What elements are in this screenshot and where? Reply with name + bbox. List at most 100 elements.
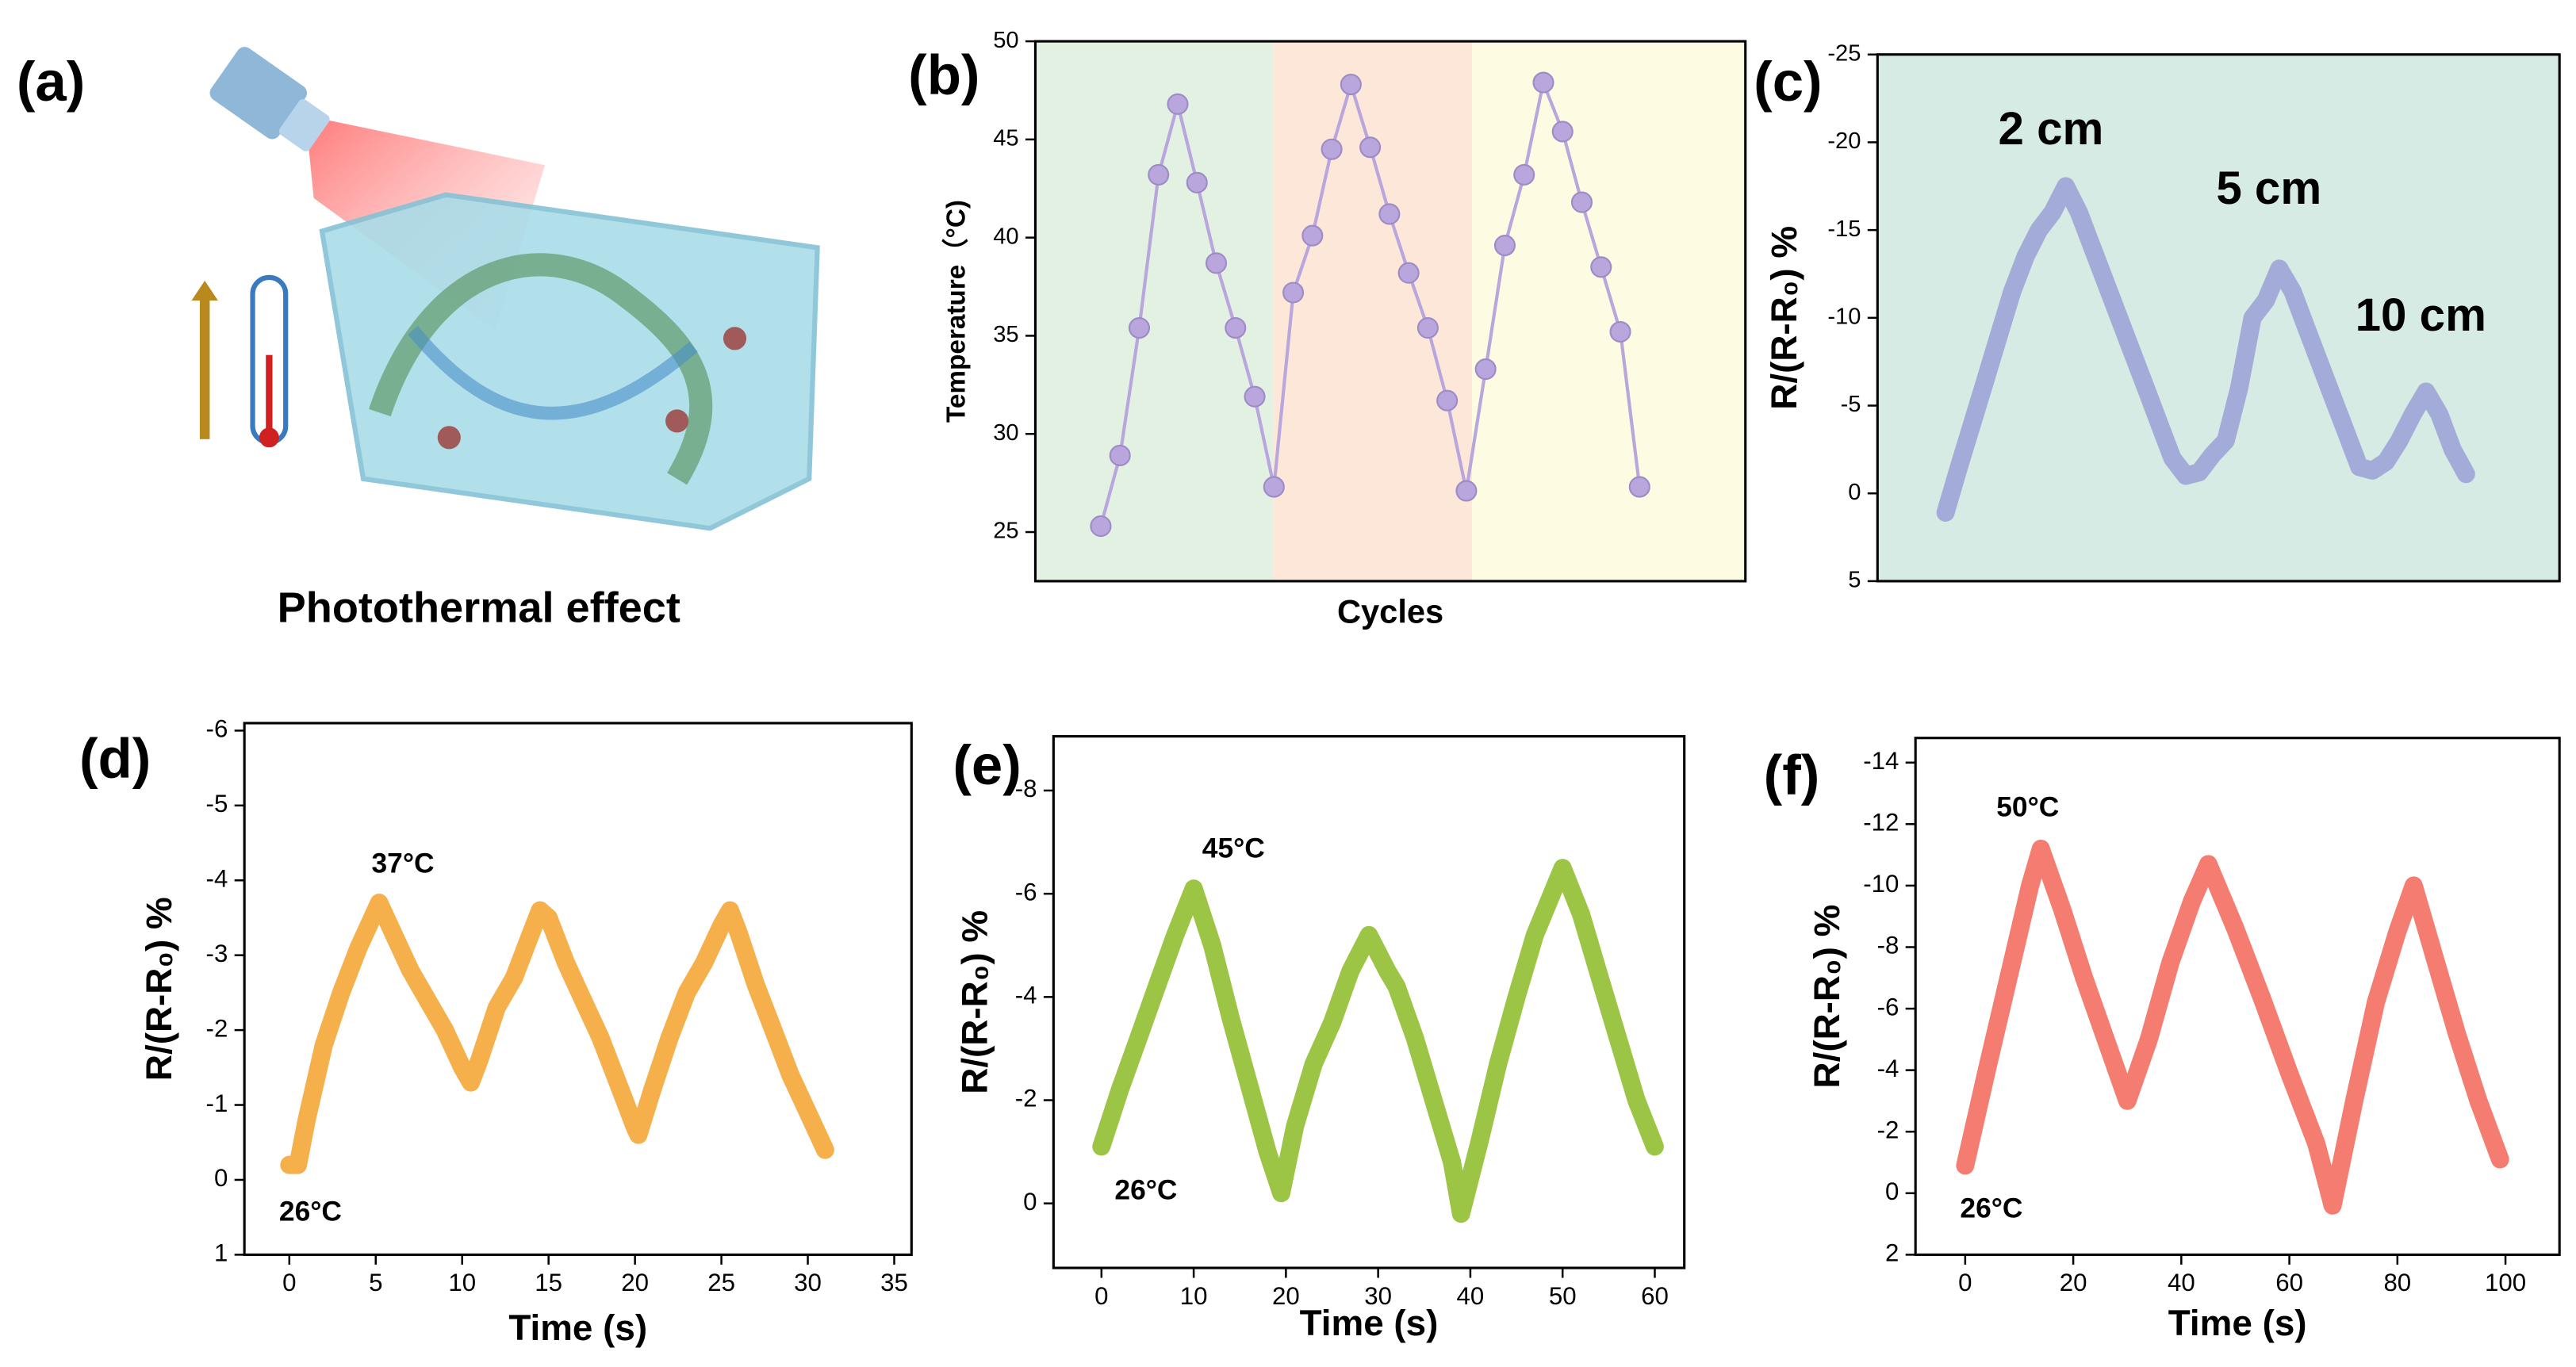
data-line (1956, 839, 2509, 1215)
x-tick-label: 50 (1549, 1282, 1577, 1310)
thermometer-bulb (259, 427, 279, 448)
y-tick-label: 50 (993, 28, 1018, 53)
y-tick-label: -2 (206, 1014, 228, 1042)
y-tick-label: -15 (1827, 216, 1861, 242)
data-point (1186, 171, 1208, 193)
x-tick-label: 60 (1641, 1282, 1669, 1310)
data-point (1455, 480, 1478, 502)
y-tick-label: -12 (1863, 809, 1899, 837)
y-tick-label: -6 (1015, 878, 1037, 906)
x-tick-label: 10 (448, 1269, 476, 1296)
x-tick-label: 20 (2060, 1269, 2087, 1296)
illustration: (a) Photothermal effect (17, 47, 820, 632)
y-tick-label: -5 (1841, 392, 1861, 417)
data-point (1090, 515, 1112, 538)
x-axis-label: Time (s) (1300, 1303, 1439, 1343)
data-point (1513, 163, 1535, 186)
y-tick-label: 1 (214, 1239, 228, 1267)
data-point (1244, 385, 1266, 408)
x-axis-label: Time (s) (2168, 1303, 2307, 1343)
x-tick-label: 30 (794, 1269, 822, 1296)
y-tick-label: -6 (206, 715, 228, 743)
panel-label: (b) (908, 44, 979, 106)
plot-frame (243, 722, 913, 1256)
particle (437, 426, 461, 450)
y-axis-label: R/(R-R₀) % (1764, 226, 1804, 410)
y-axis-label: R/(R-R₀) % (955, 910, 995, 1094)
x-tick-label: 25 (707, 1269, 735, 1296)
data-point (1474, 358, 1497, 381)
thermometer-fluid (266, 354, 273, 435)
data-line (280, 894, 834, 1174)
data-point (1205, 252, 1228, 274)
x-tick-label: 0 (1958, 1269, 1972, 1296)
data-point (1570, 191, 1593, 213)
annotation: 37°C (371, 848, 434, 879)
x-axis-label: Cycles (1337, 593, 1443, 630)
y-tick-label: -10 (1863, 870, 1899, 898)
chart: 20-2-4-6-8-10-12-140 20 40 60 80 100(f)R/(R-R… (1764, 737, 2561, 1343)
panel-label: (f) (1764, 743, 1820, 806)
x-tick-label: 20 (621, 1269, 649, 1296)
plot-frame (1052, 735, 1686, 1269)
caption: Photothermal effect (278, 584, 680, 632)
data-point (1109, 444, 1131, 466)
y-tick-label: 5 (1848, 568, 1861, 593)
data-point (1628, 476, 1650, 498)
particle (665, 409, 689, 433)
plot-frame (1033, 40, 1747, 583)
x-tick-label: 5 (369, 1269, 382, 1296)
y-tick-label: 40 (993, 224, 1018, 249)
plot-frame (1914, 737, 2561, 1256)
x-tick-label: 80 (2383, 1269, 2411, 1296)
y-tick-label: -4 (1015, 982, 1037, 1009)
x-tick-label: 10 (1180, 1282, 1208, 1310)
y-tick-label: 0 (1848, 480, 1861, 505)
lamp (209, 47, 330, 151)
annotation: 26°C (1114, 1175, 1177, 1206)
data-point (1225, 317, 1247, 339)
x-tick-label: 100 (2485, 1269, 2526, 1296)
data-point (1436, 389, 1459, 412)
y-tick-label: -14 (1863, 747, 1899, 775)
panel-label: (d) (79, 727, 151, 790)
polymer-chain (408, 326, 698, 420)
y-tick-label: 0 (1023, 1188, 1037, 1216)
data-point (1609, 320, 1631, 343)
x-axis-label: Time (s) (508, 1308, 647, 1348)
y-tick-label: -10 (1827, 304, 1861, 330)
y-tick-label: -20 (1827, 128, 1861, 154)
y-axis-label: R/(R-R₀) % (1807, 905, 1847, 1089)
y-tick-label: -2 (1877, 1116, 1899, 1143)
x-tick-label: 0 (1094, 1282, 1108, 1310)
annotation: 5 cm (2216, 163, 2321, 214)
x-tick-label: 40 (2168, 1269, 2195, 1296)
y-tick-label: -8 (1877, 932, 1899, 959)
data-point (1167, 93, 1189, 115)
y-tick-label: -4 (206, 865, 228, 893)
x-tick-label: 30 (1364, 1282, 1392, 1310)
x-tick-label: 35 (880, 1269, 908, 1296)
up-arrow (199, 297, 210, 439)
data-point (1321, 138, 1343, 160)
particle (723, 327, 747, 350)
polymer-chain (369, 253, 713, 485)
y-tick-label: 2 (1885, 1239, 1899, 1267)
annotation: 50°C (1996, 792, 2059, 823)
band (1273, 41, 1473, 581)
plot-frame (1876, 53, 2561, 583)
annotation: 26°C (279, 1197, 342, 1227)
data-point (1590, 256, 1612, 278)
x-tick-label: 60 (2275, 1269, 2303, 1296)
y-tick-label: -6 (1877, 993, 1899, 1020)
y-tick-label: -3 (206, 940, 228, 967)
data-point (1128, 317, 1150, 339)
y-tick-label: 25 (993, 519, 1018, 544)
y-tick-label: 45 (993, 126, 1018, 151)
data-point (1378, 203, 1401, 225)
y-tick-label: -1 (206, 1089, 228, 1117)
annotation: 10 cm (2356, 289, 2486, 341)
y-tick-label: -25 (1827, 40, 1861, 66)
panel-label: (a) (17, 50, 86, 113)
